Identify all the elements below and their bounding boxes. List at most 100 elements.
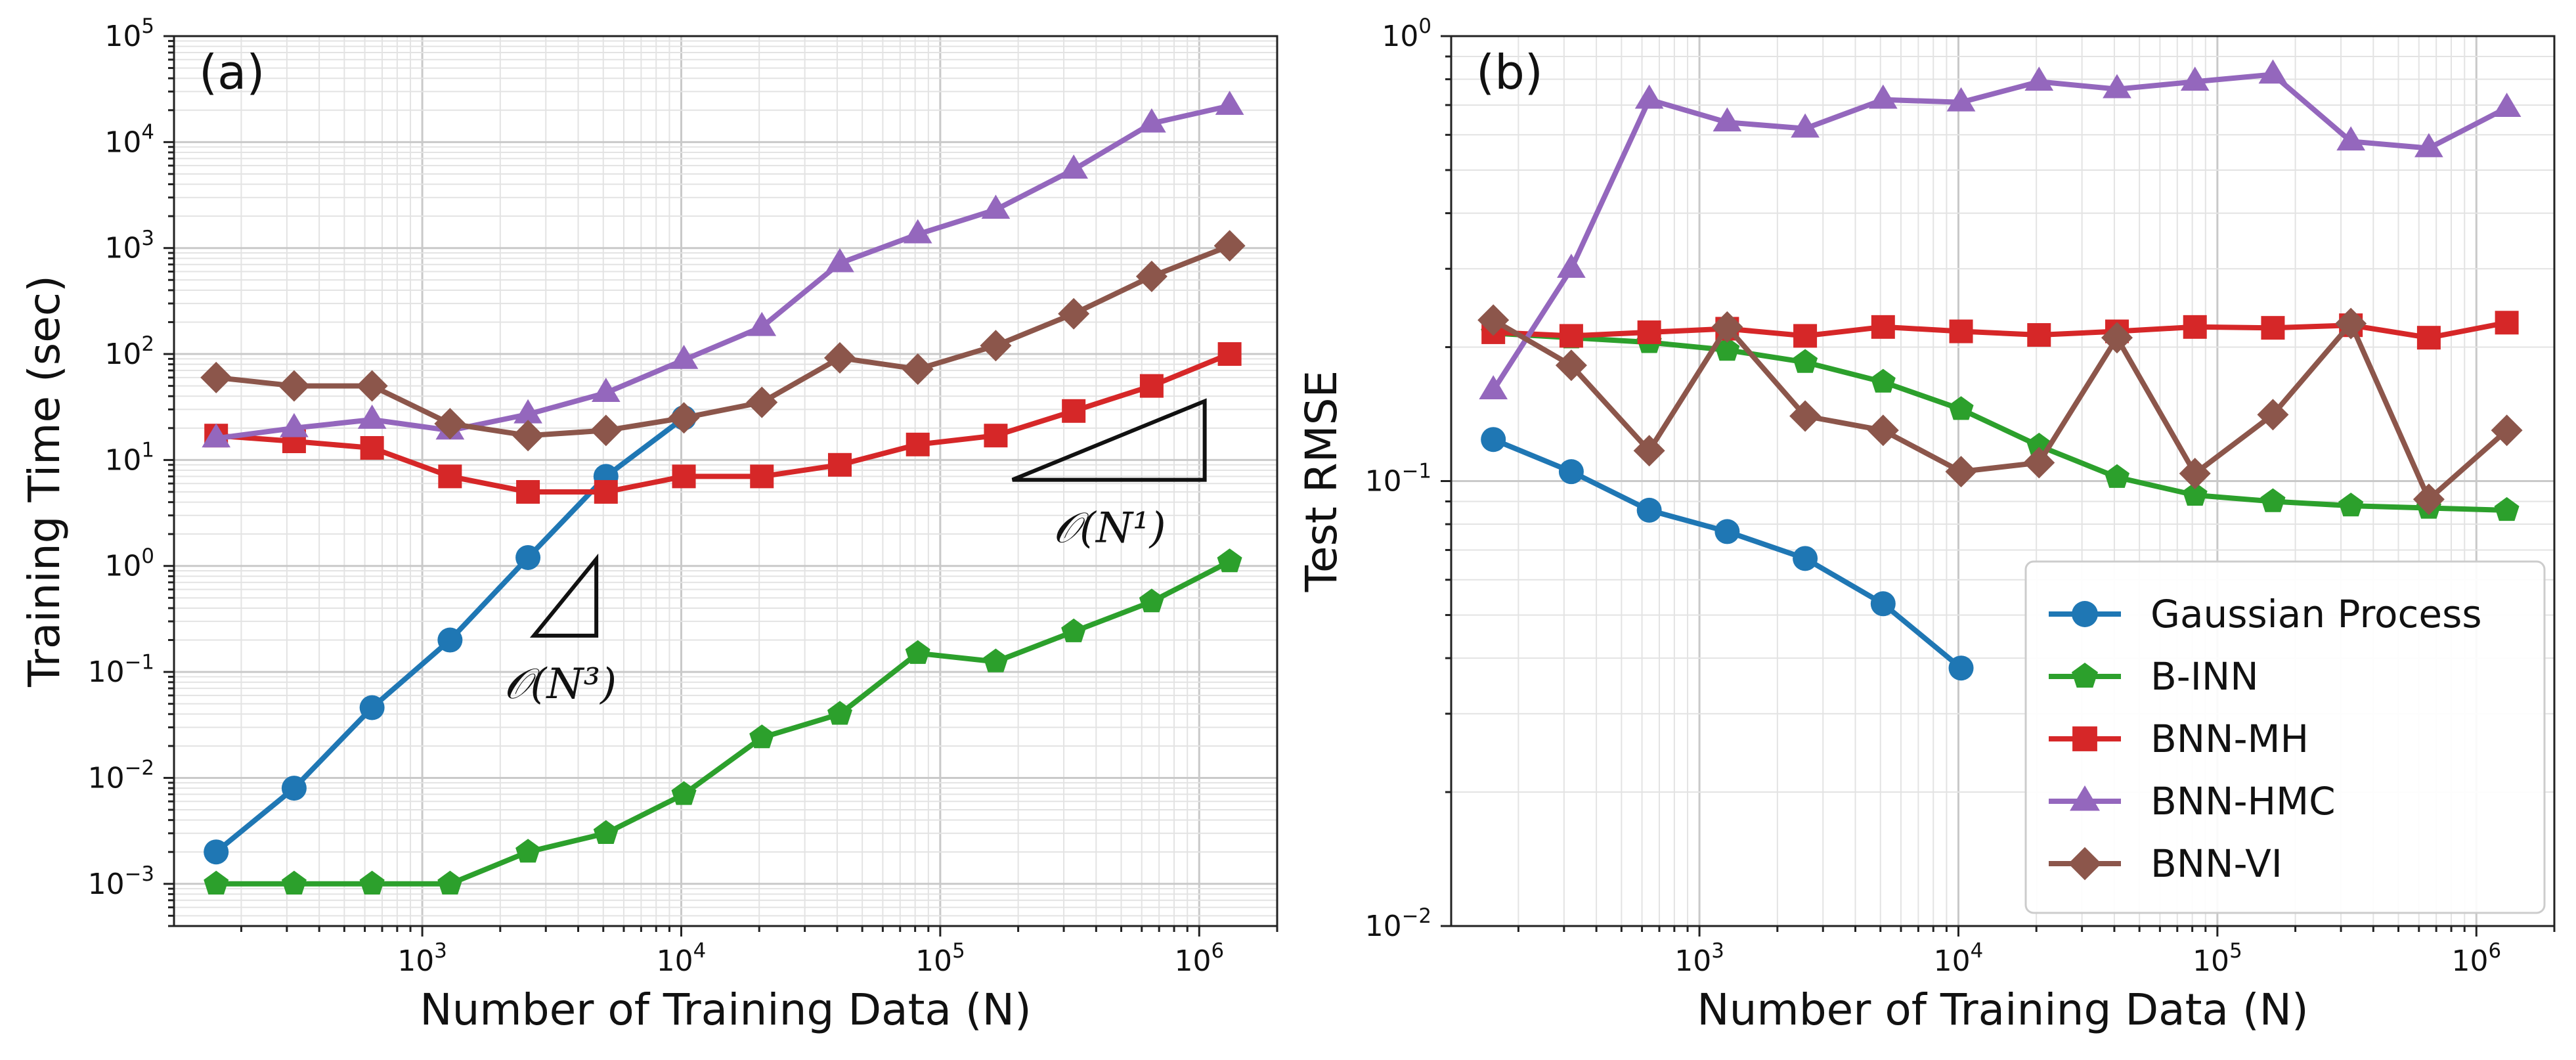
data-point-bnn-vi xyxy=(1213,230,1246,262)
data-point-bnn-hmc xyxy=(1634,84,1664,109)
legend-label: BNN-HMC xyxy=(2150,779,2336,824)
data-point-bnn-hmc xyxy=(903,219,932,244)
series-line-bnn-vi xyxy=(1491,317,2510,502)
y-tick-label: 103 xyxy=(104,227,154,265)
series-line-bnn-hmc xyxy=(1491,72,2510,393)
data-point-b-inn xyxy=(1793,349,1818,373)
series-b-inn xyxy=(204,548,1242,894)
data-point-bnn-mh xyxy=(1217,342,1242,366)
data-point-b-inn xyxy=(2105,464,2129,488)
data-point-bnn-hmc xyxy=(2492,93,2521,117)
data-point-bnn-hmc xyxy=(825,248,854,273)
data-point-bnn-vi xyxy=(668,402,700,434)
y-tick-label: 105 xyxy=(104,14,154,53)
data-point-bnn-mh xyxy=(1871,315,1895,339)
data-point-b-inn xyxy=(1870,368,1896,393)
y-tick-label: 10−2 xyxy=(1365,904,1431,943)
data-point-bnn-hmc xyxy=(513,399,542,424)
data-point-bnn-hmc xyxy=(669,345,699,369)
data-point-b-inn xyxy=(1061,618,1087,642)
y-axis-title: Test RMSE xyxy=(1296,370,1347,592)
data-point-gaussian-process xyxy=(204,839,229,865)
data-point-b-inn xyxy=(671,781,697,805)
data-point-bnn-hmc xyxy=(591,378,621,402)
data-point-bnn-vi xyxy=(2023,447,2055,479)
data-point-gaussian-process xyxy=(1558,459,1584,485)
x-tick-label: 106 xyxy=(1174,939,1224,978)
data-point-b-inn xyxy=(2494,497,2520,521)
data-point-bnn-hmc xyxy=(747,311,777,336)
data-point-gaussian-process xyxy=(1714,519,1740,544)
y-tick-label: 100 xyxy=(1382,14,1431,53)
data-point-bnn-hmc xyxy=(1137,108,1166,133)
x-tick-label: 106 xyxy=(2451,939,2501,978)
data-point-bnn-vi xyxy=(1555,349,1587,382)
data-point-b-inn xyxy=(593,820,619,844)
data-point-bnn-hmc xyxy=(2103,74,2131,99)
data-point-gaussian-process xyxy=(1793,546,1818,571)
y-tick-label: 10−1 xyxy=(88,650,154,689)
panel-label: (a) xyxy=(199,45,265,100)
y-tick-label: 100 xyxy=(104,544,154,583)
data-point-bnn-mh xyxy=(360,436,384,460)
legend-entry-gaussian-process: Gaussian Process xyxy=(2049,592,2482,636)
y-tick-label: 102 xyxy=(104,332,154,371)
data-point-bnn-hmc xyxy=(1868,84,1898,109)
data-point-b-inn xyxy=(1714,337,1740,361)
data-point-bnn-hmc xyxy=(1215,91,1244,115)
data-point-bnn-hmc xyxy=(1557,254,1586,278)
data-point-bnn-vi xyxy=(2179,457,2211,489)
legend: Gaussian Process B-INN BNN-MH BNN-HMC BNN-VI xyxy=(2024,560,2546,914)
data-point-bnn-vi xyxy=(902,353,934,386)
data-point-bnn-mh xyxy=(2261,316,2285,340)
data-point-bnn-mh xyxy=(1793,324,1818,348)
data-point-bnn-vi xyxy=(278,370,310,402)
data-point-bnn-vi xyxy=(980,330,1012,362)
data-point-bnn-mh xyxy=(984,424,1008,448)
data-point-bnn-mh xyxy=(750,464,774,489)
data-point-bnn-vi xyxy=(590,414,622,447)
data-point-bnn-mh xyxy=(2183,315,2207,339)
data-point-bnn-vi xyxy=(1711,311,1743,343)
data-point-bnn-vi xyxy=(200,361,232,393)
data-point-b-inn xyxy=(437,870,463,894)
data-point-bnn-hmc xyxy=(2258,59,2288,84)
data-point-bnn-vi xyxy=(1945,456,1977,488)
data-point-bnn-vi xyxy=(2335,307,2367,340)
data-point-gaussian-process xyxy=(515,544,541,570)
data-point-b-inn xyxy=(827,701,852,725)
data-point-bnn-vi xyxy=(1867,414,1899,447)
data-point-bnn-hmc xyxy=(2024,66,2054,91)
data-point-bnn-vi xyxy=(2491,414,2523,447)
data-point-bnn-mh xyxy=(1637,320,1661,344)
data-point-bnn-vi xyxy=(356,370,388,402)
data-point-b-inn xyxy=(749,724,775,749)
y-tick-label: 10−1 xyxy=(1365,460,1431,498)
data-point-b-inn xyxy=(983,648,1009,673)
data-point-bnn-vi xyxy=(434,408,466,440)
series-line-b-inn xyxy=(1491,330,2510,513)
data-point-bnn-hmc xyxy=(2180,66,2210,91)
data-point-bnn-mh xyxy=(1139,374,1164,398)
data-point-bnn-hmc xyxy=(1479,375,1508,400)
x-tick-label: 105 xyxy=(915,939,965,978)
data-point-b-inn xyxy=(204,870,229,894)
x-tick-label: 104 xyxy=(1934,939,1984,978)
data-point-b-inn xyxy=(2338,493,2364,517)
data-point-bnn-mh xyxy=(594,479,618,504)
y-tick-label: 101 xyxy=(104,439,154,477)
slope-label: 𝒪(N¹) xyxy=(1053,504,1166,553)
y-tick-label: 104 xyxy=(104,121,154,160)
legend-entry-bnn-mh: BNN-MH xyxy=(2049,717,2309,761)
series-bnn-vi xyxy=(200,230,1246,452)
data-point-bnn-hmc xyxy=(2336,126,2366,151)
data-point-bnn-vi xyxy=(2257,399,2289,431)
data-point-bnn-mh xyxy=(516,479,540,504)
plot-area xyxy=(200,91,1246,894)
data-point-bnn-mh xyxy=(827,453,852,477)
legend-label: BNN-MH xyxy=(2150,717,2309,761)
data-point-b-inn xyxy=(281,870,307,894)
data-point-gaussian-process xyxy=(359,695,385,720)
data-point-b-inn xyxy=(2182,481,2208,506)
